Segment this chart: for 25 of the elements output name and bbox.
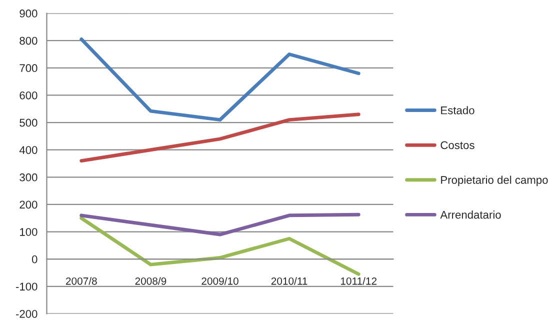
x-tick-label: 2009/10 <box>202 277 238 285</box>
legend-label: Arrendatario <box>440 210 501 219</box>
y-tick-label: 0 <box>32 255 38 264</box>
legend-label: Estado <box>441 106 474 114</box>
x-tick-label: 1011/12 <box>340 277 377 285</box>
line-series <box>80 216 360 276</box>
legend-label: Propietario del campo <box>441 176 548 186</box>
line-series <box>80 37 360 122</box>
x-tick-label: 2010/11 <box>271 277 308 285</box>
line-series <box>80 112 360 163</box>
legend-label: Costos <box>440 141 474 150</box>
y-tick-label: 700 <box>20 64 38 72</box>
y-tick-label: 100 <box>20 228 38 236</box>
y-tick-label: 900 <box>20 10 38 18</box>
y-tick-label: -200 <box>16 310 38 318</box>
y-tick-label: -100 <box>16 282 38 291</box>
y-tick-label: 300 <box>20 173 38 182</box>
x-tick-label: 2007/8 <box>66 277 97 285</box>
y-tick-label: 600 <box>20 91 38 100</box>
y-tick-label: 800 <box>20 36 38 45</box>
line-series <box>80 212 360 236</box>
y-tick-label: 400 <box>19 146 38 154</box>
x-tick-label: 2008/9 <box>135 277 166 285</box>
y-tick-label: 200 <box>20 200 38 209</box>
y-tick-label: 500 <box>20 118 38 127</box>
